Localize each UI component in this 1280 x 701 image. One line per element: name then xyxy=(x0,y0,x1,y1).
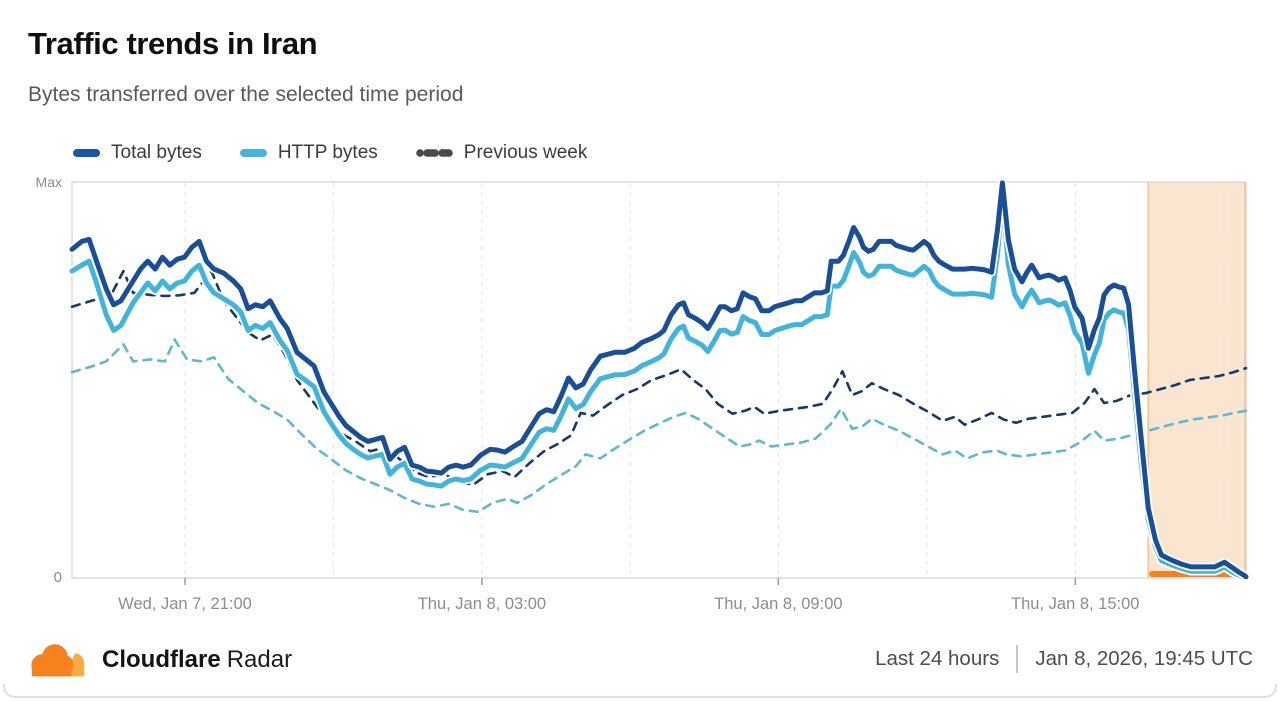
x-axis-tick-label: Thu, Jan 8, 03:00 xyxy=(417,595,547,613)
legend-item-previous-week[interactable]: Previous week xyxy=(416,142,588,164)
cloudflare-logo-icon xyxy=(26,644,92,686)
x-axis-labels: Wed, Jan 7, 21:00 Thu, Jan 8, 03:00 Thu, J… xyxy=(0,595,1280,621)
legend-label: HTTP bytes xyxy=(277,142,378,163)
http-bytes-swatch xyxy=(239,149,267,157)
brand-radar: Radar xyxy=(226,646,293,673)
previous-week-dash-swatch xyxy=(416,149,453,157)
footer-divider xyxy=(1016,645,1019,673)
brand-wordmark: Cloudflare Radar xyxy=(102,646,292,674)
legend-label: Previous week xyxy=(463,142,588,163)
x-axis-tick-label: Thu, Jan 8, 09:00 xyxy=(714,595,843,613)
x-axis-tick-label: Wed, Jan 7, 21:00 xyxy=(118,595,252,613)
y-axis-max-label: Max xyxy=(35,174,62,190)
y-axis-zero-label: 0 xyxy=(53,569,62,586)
time-range-label: Last 24 hours xyxy=(875,647,1000,670)
card-bottom-edge xyxy=(3,684,1277,698)
total-bytes-swatch xyxy=(73,149,100,157)
legend-label: Total bytes xyxy=(111,142,202,163)
footer-meta: Last 24 hours Jan 8, 2026, 19:45 UTC xyxy=(875,645,1253,673)
x-axis-tick-label: Thu, Jan 8, 15:00 xyxy=(1011,595,1140,613)
brand-cloudflare: Cloudflare xyxy=(102,646,221,673)
page-subtitle: Bytes transferred over the selected time… xyxy=(28,83,464,106)
timestamp-label: Jan 8, 2026, 19:45 UTC xyxy=(1035,647,1253,670)
chart-legend: Total bytes HTTP bytes Previous week xyxy=(73,142,587,164)
page-title: Traffic trends in Iran xyxy=(28,26,318,61)
legend-item-http-bytes[interactable]: HTTP bytes xyxy=(239,142,378,164)
legend-item-total-bytes[interactable]: Total bytes xyxy=(73,142,202,164)
